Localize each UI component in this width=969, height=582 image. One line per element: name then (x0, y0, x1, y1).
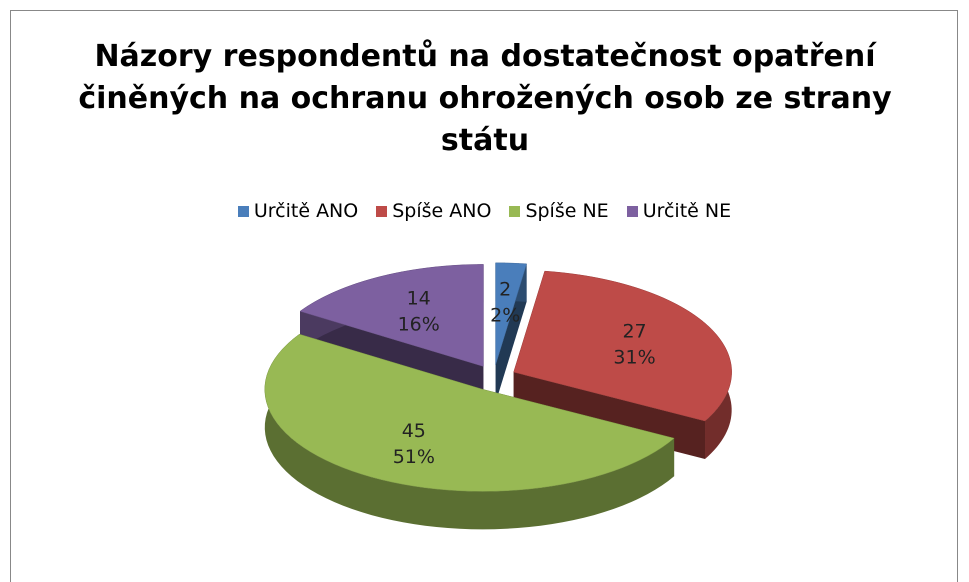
slice-wall (264, 334, 675, 530)
chart-frame (10, 10, 958, 582)
legend-item: Spíše NE (509, 200, 609, 222)
data-label-percent: 51% (393, 446, 435, 468)
legend-label: Určitě NE (642, 200, 732, 222)
slice-top (264, 333, 675, 492)
legend-swatch (376, 206, 388, 217)
data-label-percent: 16% (398, 313, 440, 335)
pie-slice (495, 262, 527, 403)
slice-top (495, 262, 527, 365)
pie-slice (264, 333, 675, 530)
legend-label: Spíše ANO (392, 200, 492, 222)
legend-swatch (509, 206, 521, 217)
slice-top (299, 264, 484, 367)
legend-item: Spíše ANO (376, 200, 491, 222)
legend-label: Určitě ANO (253, 200, 359, 222)
legend-swatch (626, 206, 638, 217)
legend: Určitě ANO Spíše ANO Spíše NE Určitě NE (0, 200, 969, 222)
data-label: 2 (499, 278, 511, 300)
slice-top (513, 270, 732, 422)
legend-item: Určitě NE (626, 200, 732, 222)
legend-label: Spíše NE (525, 200, 609, 222)
legend-swatch (237, 206, 249, 217)
data-label-percent: 2% (490, 304, 520, 326)
data-label-percent: 31% (613, 346, 655, 368)
data-label: 14 (407, 287, 431, 309)
chart-title: Názory respondentů na dostatečnost opatř… (78, 39, 892, 158)
data-label: 45 (402, 420, 426, 442)
legend-item: Určitě ANO (237, 200, 359, 222)
data-label: 27 (622, 320, 646, 342)
